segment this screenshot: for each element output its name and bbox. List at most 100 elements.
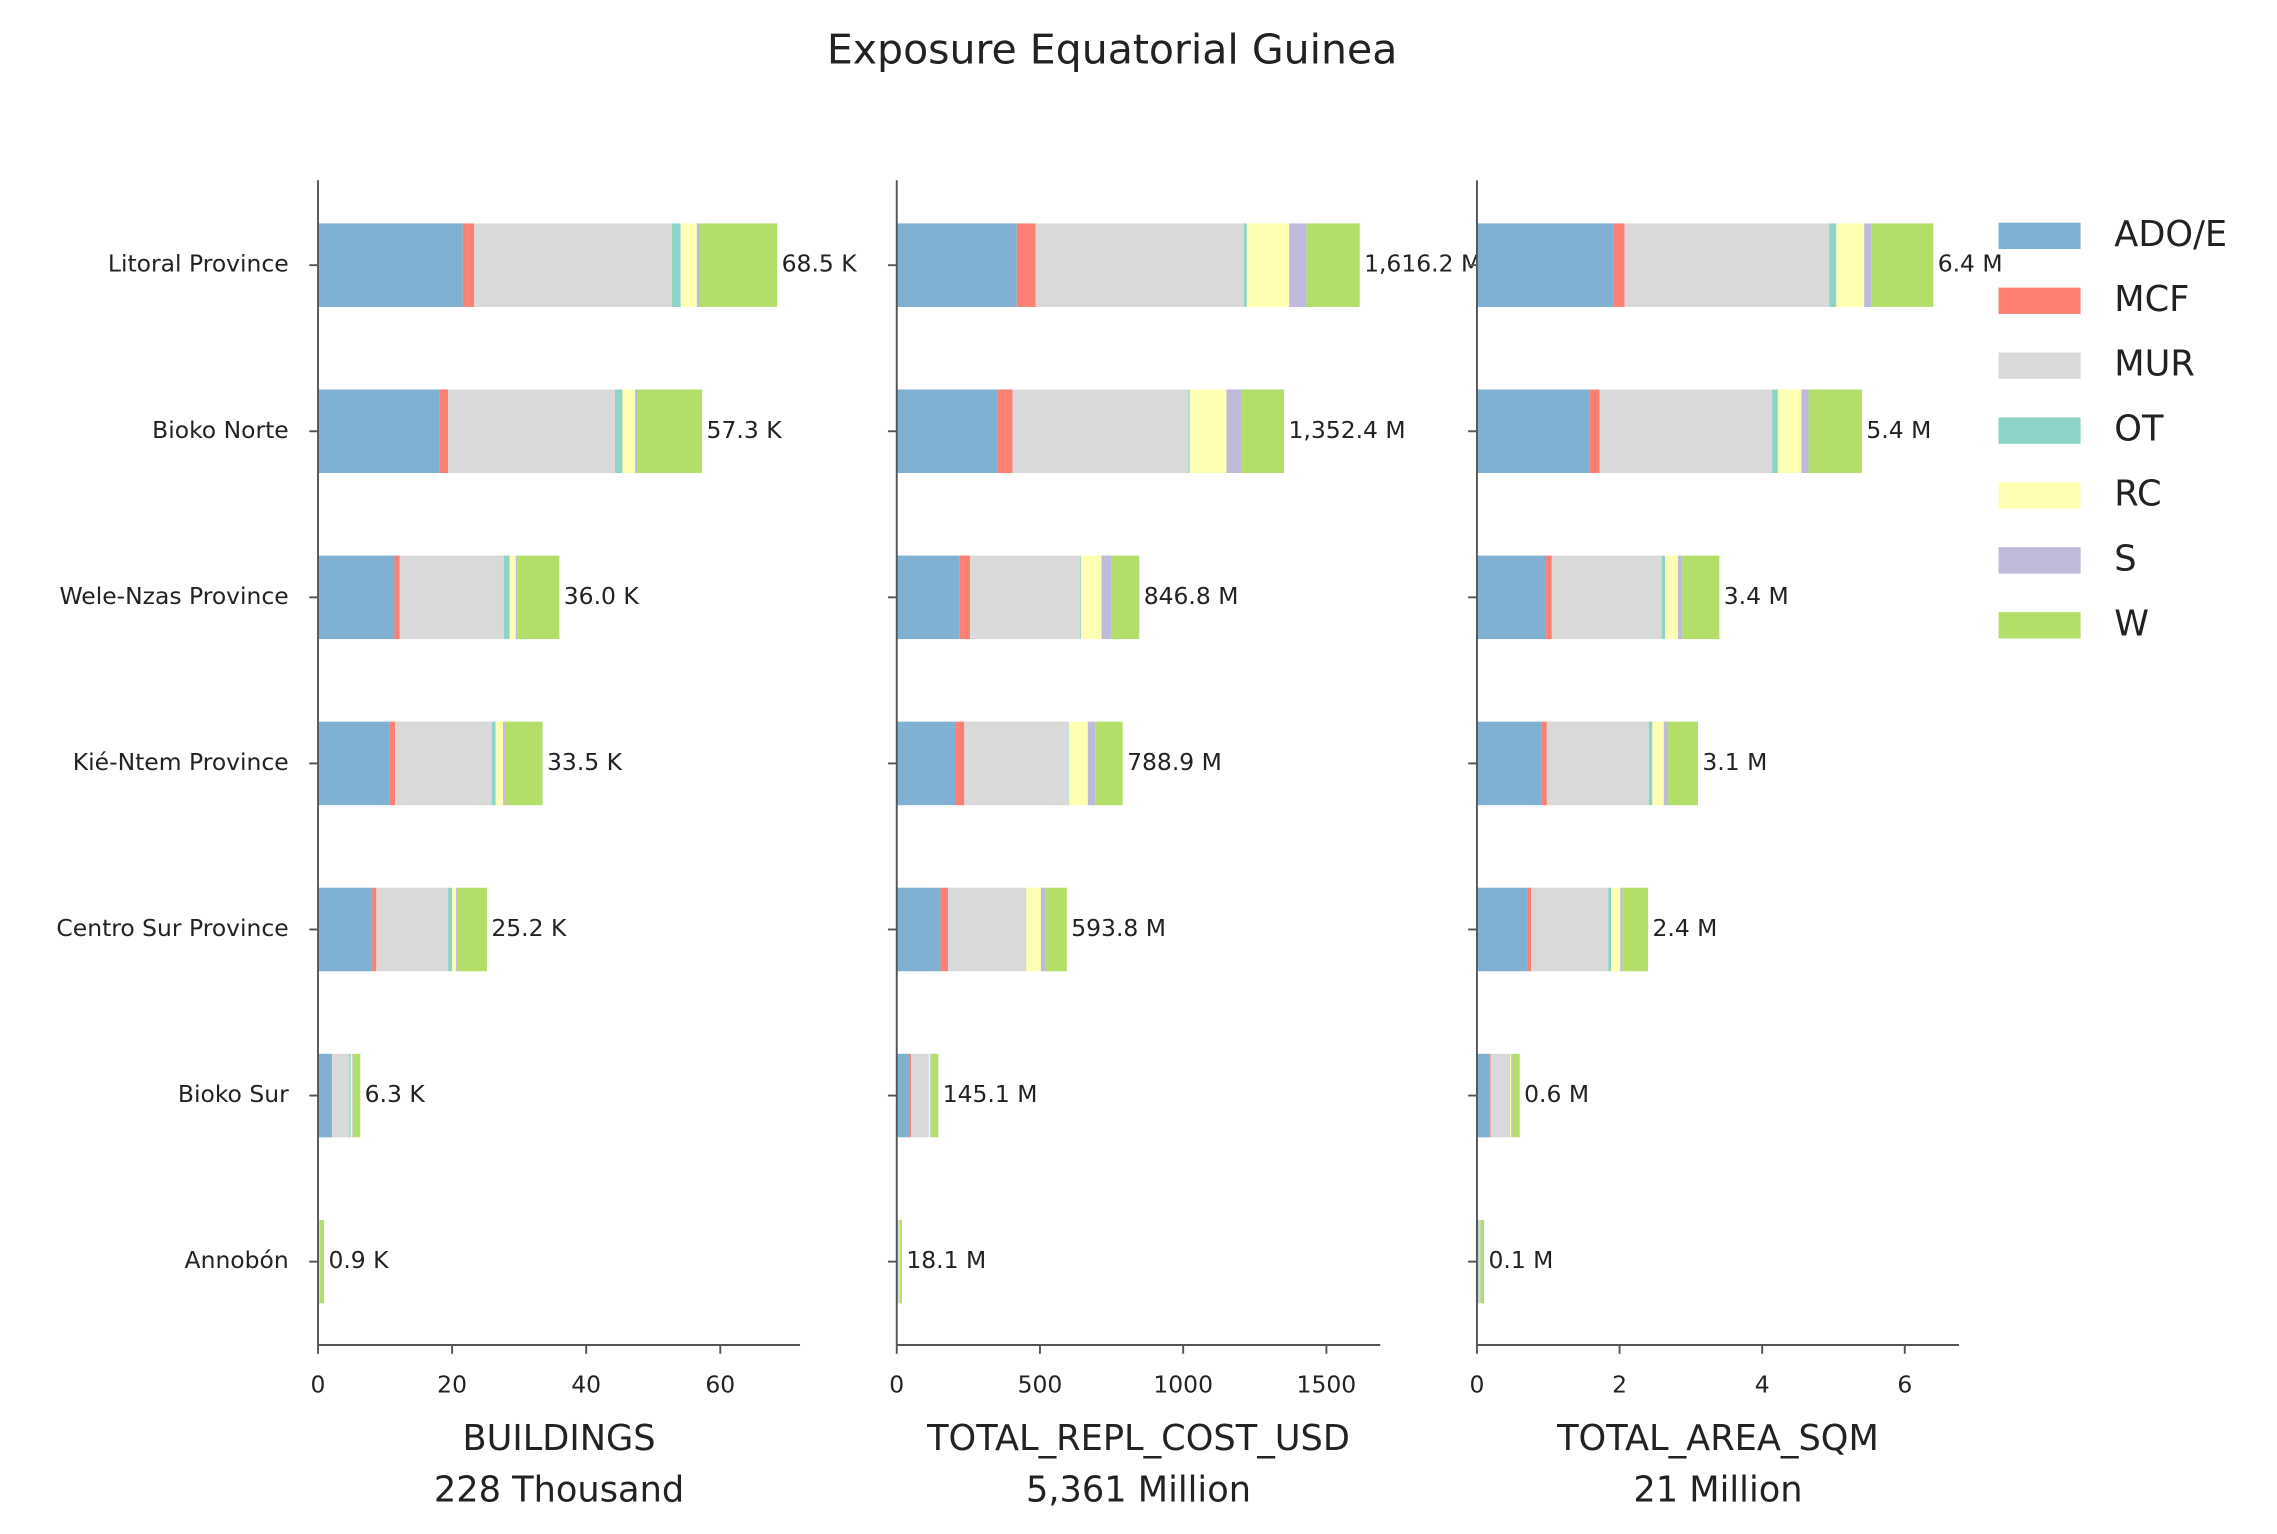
value-label: 145.1 M bbox=[943, 1080, 1038, 1108]
bar-segment bbox=[959, 555, 971, 640]
x-tick-label: 1000 bbox=[1153, 1371, 1213, 1399]
bar-segment bbox=[372, 887, 377, 972]
legend-label: MUR bbox=[2114, 344, 2195, 385]
bar-segment bbox=[896, 887, 941, 972]
bar-segment bbox=[1068, 721, 1069, 806]
bar-segment bbox=[352, 1053, 361, 1138]
x-tick-label: 4 bbox=[1755, 1371, 1770, 1399]
y-tick-label: Bioko Norte bbox=[152, 416, 289, 444]
legend-label: OT bbox=[2114, 409, 2164, 450]
bar-segment bbox=[1613, 223, 1625, 307]
x-tick-label: 6 bbox=[1897, 1371, 1912, 1399]
value-label: 18.1 M bbox=[906, 1246, 986, 1274]
x-tick-label: 500 bbox=[1018, 1371, 1063, 1399]
bar-segment bbox=[931, 1053, 939, 1138]
bar-segment bbox=[1665, 555, 1679, 640]
bar-segment bbox=[964, 721, 1069, 806]
y-tick-label: Annobón bbox=[185, 1246, 289, 1274]
bar-segment bbox=[1808, 389, 1863, 474]
bar-segment bbox=[1648, 721, 1653, 806]
value-label: 1,352.4 M bbox=[1289, 416, 1406, 444]
value-label: 0.9 K bbox=[328, 1246, 389, 1274]
x-tick-label: 20 bbox=[437, 1371, 467, 1399]
bar-segment bbox=[1509, 1053, 1510, 1138]
bar-segment bbox=[940, 887, 949, 972]
bar-segment bbox=[474, 223, 673, 307]
value-label: 846.8 M bbox=[1144, 582, 1239, 610]
bar-segment bbox=[1546, 555, 1552, 640]
bar-segment bbox=[615, 389, 623, 474]
x-tick-label: 60 bbox=[705, 1371, 735, 1399]
bar-segment bbox=[318, 887, 373, 972]
value-label: 25.2 K bbox=[491, 914, 567, 942]
x-axis-label: TOTAL_REPL_COST_USD bbox=[926, 1418, 1350, 1459]
bar-segment bbox=[399, 555, 504, 640]
bar-segment bbox=[1546, 721, 1649, 806]
bar-segment bbox=[331, 1053, 333, 1138]
bar-segment bbox=[1599, 389, 1773, 474]
bar-segment bbox=[1289, 223, 1307, 307]
bar-segment bbox=[318, 721, 390, 806]
value-label: 5.4 M bbox=[1866, 416, 1931, 444]
chart-title: Exposure Equatorial Guinea bbox=[827, 26, 1398, 74]
value-label: 593.8 M bbox=[1071, 914, 1166, 942]
bar-segment bbox=[1512, 1053, 1520, 1138]
bar-segment bbox=[955, 721, 965, 806]
x-axis-sublabel: 5,361 Million bbox=[1026, 1470, 1251, 1511]
bar-segment bbox=[1025, 887, 1027, 972]
bar-segment bbox=[456, 887, 458, 972]
legend-label: ADO/E bbox=[2114, 214, 2227, 255]
bar-segment bbox=[1608, 887, 1612, 972]
value-label: 57.3 K bbox=[707, 416, 783, 444]
bar-segment bbox=[1622, 887, 1649, 972]
bar-segment bbox=[376, 887, 449, 972]
bar-segment bbox=[349, 1053, 351, 1138]
legend-swatch bbox=[1998, 482, 2081, 509]
bar-segment bbox=[1531, 887, 1609, 972]
bar-segment bbox=[1624, 223, 1830, 307]
bar-segment bbox=[672, 223, 681, 307]
bar-segment bbox=[1241, 389, 1285, 474]
bar-segment bbox=[1095, 721, 1123, 806]
bar-segment bbox=[1246, 223, 1290, 307]
bar-segment bbox=[1040, 887, 1046, 972]
value-label: 0.1 M bbox=[1488, 1246, 1553, 1274]
bar-segment bbox=[1551, 555, 1662, 640]
bar-segment bbox=[452, 887, 457, 972]
x-tick-label: 40 bbox=[571, 1371, 601, 1399]
bar-segment bbox=[1476, 389, 1590, 474]
x-tick-label: 0 bbox=[311, 1371, 326, 1399]
x-tick-label: 2 bbox=[1612, 1371, 1627, 1399]
bar-segment bbox=[1035, 223, 1244, 307]
y-tick-label: Kié-Ntem Province bbox=[73, 748, 289, 776]
x-axis-label: TOTAL_AREA_SQM bbox=[1556, 1418, 1879, 1459]
legend-label: MCF bbox=[2114, 279, 2189, 320]
bar-segment bbox=[505, 721, 543, 806]
bar-segment bbox=[1836, 223, 1865, 307]
bar-segment bbox=[1045, 887, 1067, 972]
value-label: 68.5 K bbox=[782, 250, 858, 278]
value-label: 788.9 M bbox=[1127, 748, 1222, 776]
bar-segment bbox=[896, 223, 1017, 307]
bar-segment bbox=[1476, 1053, 1490, 1138]
bar-segment bbox=[1189, 389, 1227, 474]
bar-segment bbox=[1682, 555, 1720, 640]
bar-segment bbox=[680, 223, 697, 307]
bar-segment bbox=[503, 721, 506, 806]
bar-segment bbox=[320, 1219, 325, 1304]
bar-segment bbox=[1476, 887, 1528, 972]
bar-segment bbox=[896, 555, 960, 640]
legend-swatch bbox=[1998, 612, 2081, 639]
bar-segment bbox=[394, 555, 400, 640]
bar-segment bbox=[1476, 721, 1542, 806]
bar-segment bbox=[928, 1053, 931, 1138]
bar-segment bbox=[1101, 555, 1112, 640]
bar-segment bbox=[1188, 389, 1190, 474]
value-label: 2.4 M bbox=[1652, 914, 1717, 942]
bar-segment bbox=[1026, 887, 1041, 972]
bar-segment bbox=[1871, 223, 1934, 307]
x-tick-label: 1500 bbox=[1297, 1371, 1357, 1399]
bar-segment bbox=[332, 1053, 350, 1138]
legend-swatch bbox=[1998, 417, 2081, 444]
